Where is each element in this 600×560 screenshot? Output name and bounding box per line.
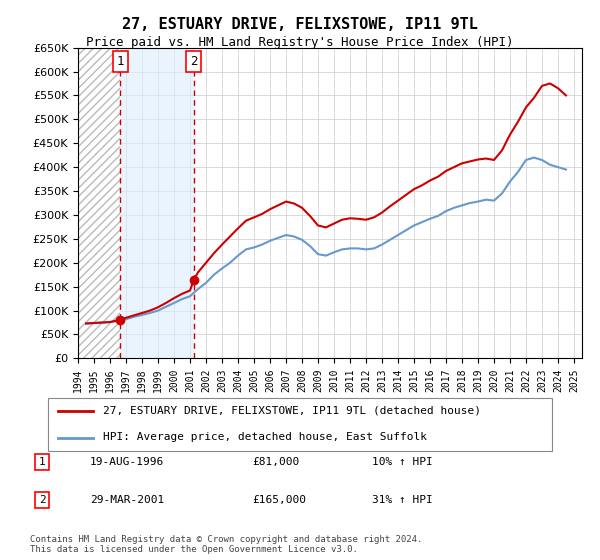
Bar (120, 48, 194, 358)
Text: £165,000: £165,000 (252, 495, 306, 505)
Text: £81,000: £81,000 (252, 457, 299, 467)
Text: 19-AUG-1996: 19-AUG-1996 (90, 457, 164, 467)
Text: 1: 1 (116, 55, 124, 68)
Text: Price paid vs. HM Land Registry's House Price Index (HPI): Price paid vs. HM Land Registry's House … (86, 36, 514, 49)
FancyBboxPatch shape (48, 398, 552, 451)
Bar (78, 48, 120, 358)
Text: 1: 1 (38, 457, 46, 467)
Text: Contains HM Land Registry data © Crown copyright and database right 2024.
This d: Contains HM Land Registry data © Crown c… (30, 535, 422, 554)
Text: 29-MAR-2001: 29-MAR-2001 (90, 495, 164, 505)
Text: HPI: Average price, detached house, East Suffolk: HPI: Average price, detached house, East… (103, 432, 427, 442)
Text: 27, ESTUARY DRIVE, FELIXSTOWE, IP11 9TL (detached house): 27, ESTUARY DRIVE, FELIXSTOWE, IP11 9TL … (103, 406, 481, 416)
Text: 2: 2 (190, 55, 198, 68)
Text: 10% ↑ HPI: 10% ↑ HPI (372, 457, 433, 467)
Text: 27, ESTUARY DRIVE, FELIXSTOWE, IP11 9TL: 27, ESTUARY DRIVE, FELIXSTOWE, IP11 9TL (122, 17, 478, 32)
Text: 2: 2 (38, 495, 46, 505)
Text: 31% ↑ HPI: 31% ↑ HPI (372, 495, 433, 505)
